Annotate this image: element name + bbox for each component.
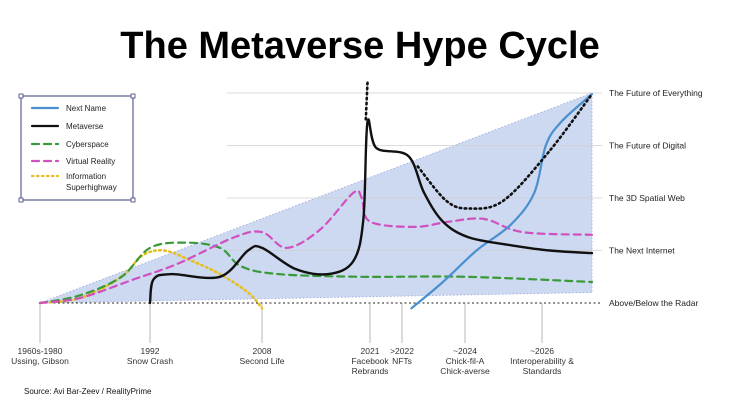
legend-handle — [130, 197, 136, 203]
x-tick-label: Second Life — [240, 356, 285, 366]
x-tick-label: Facebook — [351, 356, 389, 366]
x-tick-label: NFTs — [392, 356, 412, 366]
x-tick-label: ~2026 — [530, 346, 554, 356]
x-tick-label: 1992 — [141, 346, 160, 356]
series-layer — [38, 81, 594, 310]
series-line-cyberspace — [38, 241, 594, 305]
legend-label: Cyberspace — [66, 140, 109, 149]
chart-title: The Metaverse Hype Cycle — [120, 25, 599, 67]
legend-box — [20, 95, 134, 201]
legend-handle — [18, 197, 24, 203]
legend-label: Next Name — [66, 104, 107, 113]
series-line-metaverse — [148, 118, 594, 305]
legend-label: Metaverse — [66, 122, 104, 131]
x-tick-label: Chick-averse — [440, 366, 490, 376]
legend-handle — [130, 93, 136, 99]
x-tick-label: Rebrands — [352, 366, 389, 376]
series-line-information-superhighway — [38, 248, 264, 310]
legend-handle — [18, 93, 24, 99]
level-label: The Next Internet — [609, 246, 675, 256]
legend-label: Virtual Reality — [66, 157, 115, 166]
x-tick-label: Standards — [523, 366, 562, 376]
level-label: The Future of Everything — [609, 88, 703, 98]
x-tick-label: ~2024 — [453, 346, 477, 356]
x-tick-label: Interoperability & — [510, 356, 574, 366]
x-tick-label: >2022 — [390, 346, 414, 356]
series-line-metaverse-extrapolated — [364, 81, 369, 121]
x-tick-label: Ussing, Gibson — [11, 356, 69, 366]
x-tick-label: 1960s-1980 — [18, 346, 63, 356]
x-tick-label: 2021 — [361, 346, 380, 356]
level-label: Above/Below the Radar — [609, 298, 698, 308]
x-tick-label: Chick-fil-A — [446, 356, 485, 366]
legend-label: Information — [66, 172, 106, 181]
series-line-virtual-reality — [38, 189, 594, 305]
grid-layer — [39, 92, 602, 343]
level-label: The Future of Digital — [609, 141, 686, 151]
x-tick-label: 2008 — [253, 346, 272, 356]
series-line-next-name — [410, 93, 594, 310]
source-note: Source: Avi Bar-Zeev / RealityPrime — [24, 387, 152, 396]
x-tick-label: Snow Crash — [127, 356, 174, 366]
legend-label: Superhighway — [66, 183, 117, 192]
level-labels: The Future of Everything The Future of Di… — [609, 88, 703, 308]
series-line-metaverse-alt-path — [416, 92, 594, 210]
level-label: The 3D Spatial Web — [609, 193, 685, 203]
legend: Next Name Metaverse Cyberspace Virtual Real… — [18, 93, 136, 203]
